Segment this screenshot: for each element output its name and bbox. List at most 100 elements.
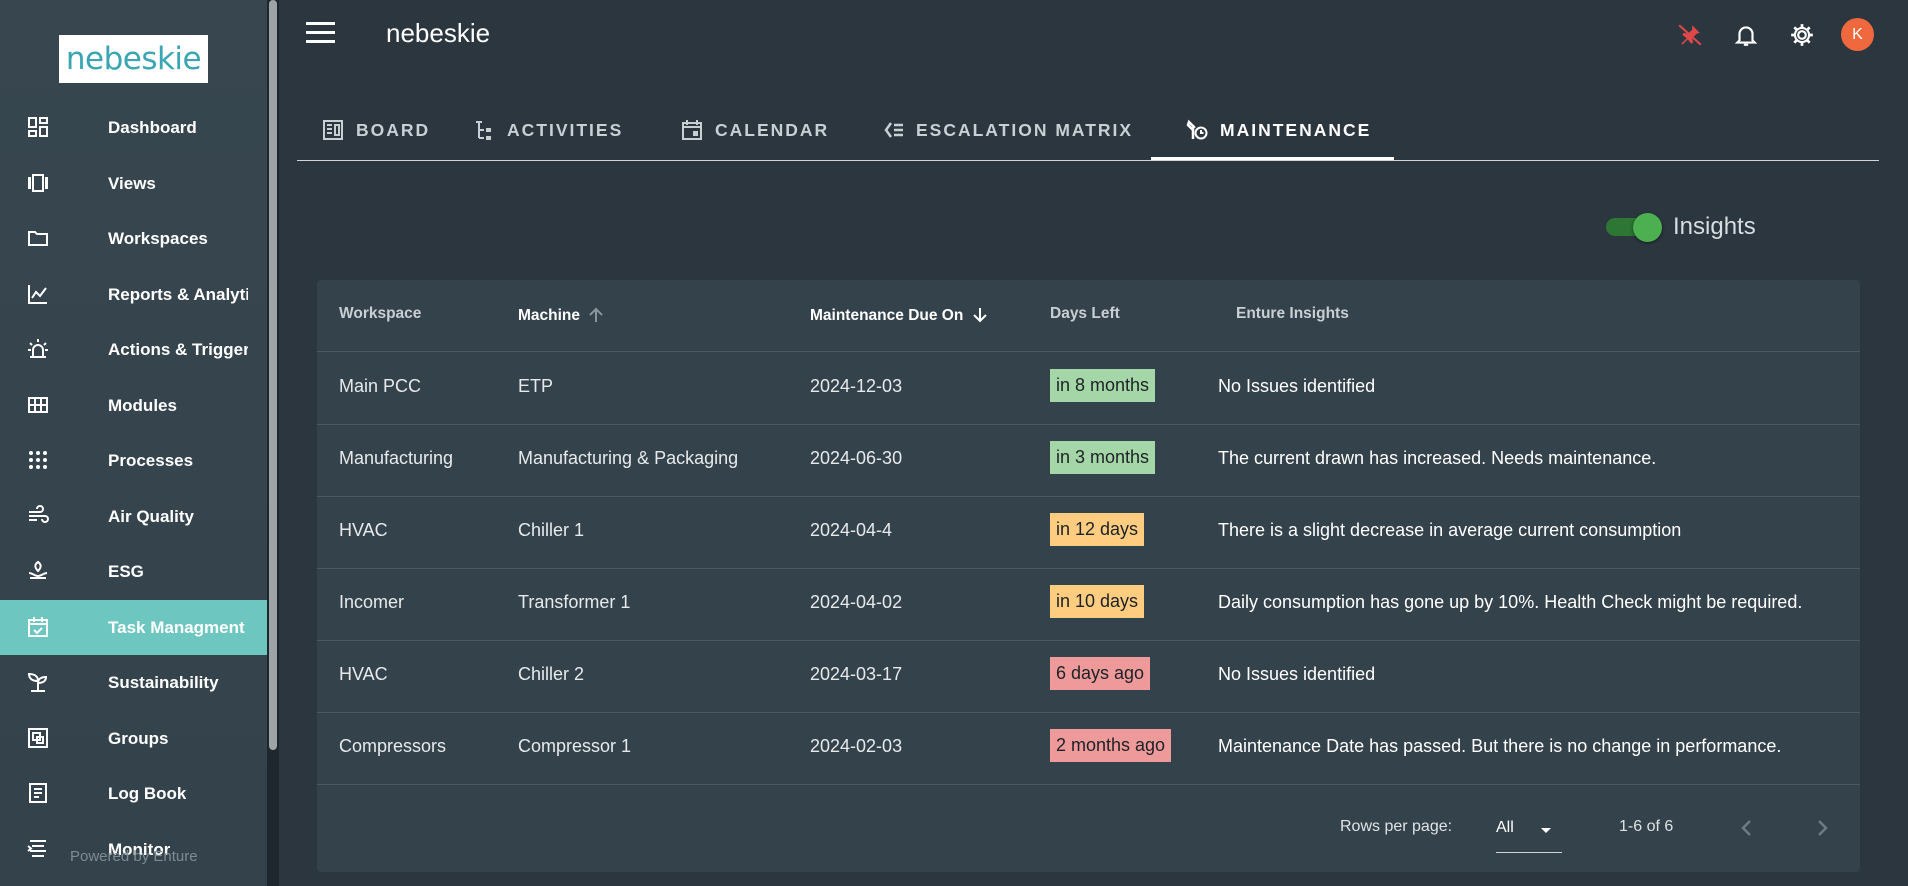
table-row[interactable]: Compressors Compressor 1 2024-02-03 2 mo… [317,712,1860,785]
column-header-days-left[interactable]: Days Left [1050,305,1120,322]
calendar-icon [682,120,702,140]
gear-icon[interactable] [1789,22,1815,48]
cell-machine: Chiller 2 [518,664,585,684]
powered-by-text: Powered by Enture [70,848,198,865]
previous-page-icon[interactable] [1735,816,1759,840]
notebook-icon [29,783,47,803]
column-header-workspace[interactable]: Workspace [339,305,422,322]
days-left-badge: 2 months ago [1050,729,1172,762]
sidebar: nebeskie Dashboard Views Workspaces Repo… [0,0,267,886]
days-left-badge: 6 days ago [1050,657,1151,690]
wrench-clock-icon [1186,119,1208,140]
tab-maintenance[interactable]: MAINTENANCE [1186,100,1371,160]
bell-icon[interactable] [1733,22,1759,48]
cell-workspace: HVAC [339,520,388,540]
header-divider [317,351,1860,352]
sidebar-item-label: Modules [108,395,177,415]
sidebar-item-workspaces[interactable]: Workspaces [0,211,267,266]
dots-grid-icon [29,451,47,469]
sidebar-item-label: Air Quality [108,506,194,526]
brand-logo[interactable]: nebeskie [59,35,208,83]
column-header-enture-insights[interactable]: Enture Insights [1236,305,1349,322]
days-left-badge: in 8 months [1050,369,1156,402]
sidebar-item-views[interactable]: Views [0,156,267,211]
sidebar-item-sustainability[interactable]: Sustainability [0,655,267,710]
rows-per-page-label: Rows per page: [1340,818,1453,835]
sidebar-item-label: Views [108,173,156,193]
cell-due-date: 2024-02-03 [810,736,903,756]
cell-machine: Chiller 1 [518,520,585,540]
sidebar-item-esg[interactable]: ESG [0,544,267,599]
tab-escalation-matrix[interactable]: ESCALATION MATRIX [882,100,1133,160]
cell-workspace: Main PCC [339,376,422,396]
monitor-icon [27,840,46,857]
sidebar-item-groups[interactable]: Groups [0,711,267,766]
table-row[interactable]: HVAC Chiller 1 2024-04-4 in 12 days Ther… [317,496,1860,569]
caret-down-icon [1541,828,1551,833]
sprout-icon [27,672,48,692]
cell-machine: Transformer 1 [518,592,631,612]
sidebar-item-label: Reports & Analytics [108,284,248,304]
days-left-badge: in 12 days [1050,513,1145,546]
cell-insight: No Issues identified [1218,664,1376,684]
cell-insight: Daily consumption has gone up by 10%. He… [1218,592,1803,612]
sidebar-item-label: ESG [108,561,144,581]
cell-workspace: Incomer [339,592,405,612]
sidebar-item-air-quality[interactable]: Air Quality [0,489,267,544]
column-header-machine[interactable]: Machine [518,305,606,325]
sidebar-item-reports[interactable]: Reports & Analytics [0,267,267,322]
sort-ascending-icon[interactable] [586,305,606,325]
chart-line-icon [28,285,47,304]
views-icon [28,174,48,192]
pin-off-icon[interactable] [1677,22,1703,48]
alarm-light-icon [28,339,48,358]
cell-workspace: Compressors [339,736,447,756]
sidebar-item-label: Dashboard [108,117,197,137]
cell-insight: No Issues identified [1218,376,1376,396]
folder-icon [28,231,48,246]
table-row[interactable]: HVAC Chiller 2 2024-03-17 6 days ago No … [317,640,1860,713]
insights-toggle[interactable] [1606,213,1662,242]
sidebar-item-dashboard[interactable]: Dashboard [0,100,267,155]
sidebar-scrollbar-thumb[interactable] [269,0,277,750]
grid-icon [28,397,48,413]
sidebar-item-actions[interactable]: Actions & Triggers [0,322,267,377]
leaf-hand-icon [28,560,48,579]
active-tab-indicator [1151,157,1394,160]
group-icon [28,728,48,748]
sidebar-item-label: Log Book [108,783,187,803]
sidebar-item-monitor[interactable]: Monitor [0,822,267,877]
sidebar-item-modules[interactable]: Modules [0,378,267,433]
sidebar-item-label: Sustainability [108,672,219,692]
table-row[interactable]: Incomer Transformer 1 2024-04-02 in 10 d… [317,568,1860,641]
cell-insight: Maintenance Date has passed. But there i… [1218,736,1782,756]
hamburger-menu-icon[interactable] [306,22,335,44]
days-left-badge: in 3 months [1050,441,1156,474]
wind-icon [29,505,49,523]
cell-machine: ETP [518,376,554,396]
cell-workspace: HVAC [339,664,388,684]
list-escalation-icon [884,122,903,138]
next-page-icon[interactable] [1810,816,1834,840]
table-row[interactable]: Manufacturing Manufacturing & Packaging … [317,424,1860,497]
sidebar-item-label: Processes [108,450,194,470]
cell-due-date: 2024-04-02 [810,592,903,612]
tab-calendar[interactable]: CALENDAR [681,100,829,160]
rows-per-page-select[interactable]: All [1496,808,1562,853]
pagination-range: 1-6 of 6 [1619,818,1674,835]
sidebar-item-processes[interactable]: Processes [0,433,267,488]
sidebar-item-label: Monitor [108,839,171,859]
sidebar-item-label: Actions & Triggers [108,339,248,359]
days-left-badge: in 10 days [1050,585,1145,618]
tab-activities[interactable]: ACTIVITIES [473,100,623,160]
column-header-maintenance-due[interactable]: Maintenance Due On [810,305,990,325]
cell-insight: The current drawn has increased. Needs m… [1218,448,1657,468]
sidebar-item-task-management[interactable]: Task Managment [0,600,267,655]
tab-board[interactable]: BOARD [322,100,430,160]
cell-workspace: Manufacturing [339,448,454,468]
table-row[interactable]: Main PCC ETP 2024-12-03 in 8 months No I… [317,352,1860,425]
user-avatar[interactable]: K [1841,18,1874,51]
sort-descending-icon[interactable] [970,305,990,325]
cell-machine: Manufacturing & Packaging [518,448,739,468]
sidebar-item-log-book[interactable]: Log Book [0,766,267,821]
